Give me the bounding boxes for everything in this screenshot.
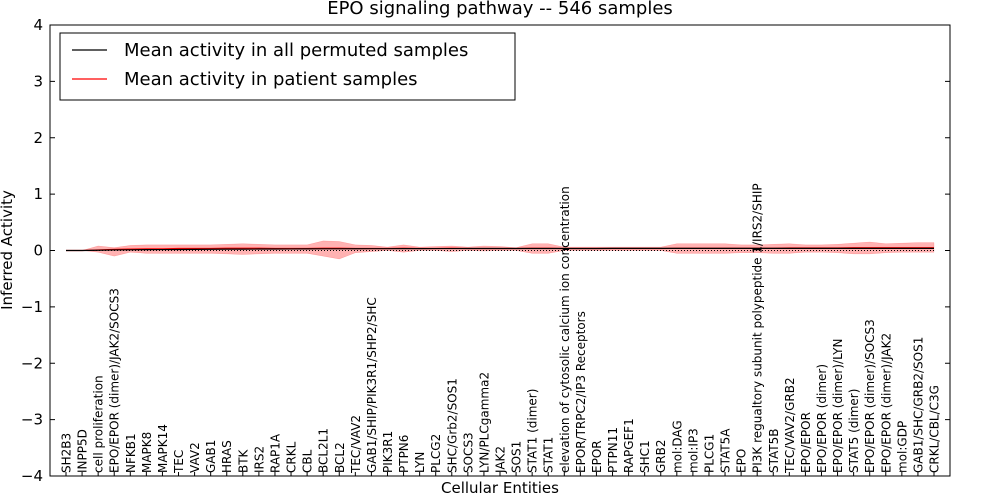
x-category-label: SHC1 [638, 440, 652, 473]
x-category-label: PTPN11 [606, 427, 620, 473]
x-category-label: PLCG2 [429, 434, 443, 473]
x-category-label: SH2B3 [60, 433, 74, 473]
x-category-label: mol:GDP [895, 421, 909, 473]
x-category-label: STAT5 (dimer) [847, 389, 861, 473]
y-tick-label: 3 [33, 72, 43, 90]
x-category-label: mol:IP3 [686, 428, 700, 473]
x-category-label: GAB1/SHC/GRB2/SOS1 [911, 337, 925, 473]
x-category-label: EPO/EPOR (dimer) [815, 364, 829, 473]
y-tick-label: −3 [21, 411, 43, 429]
x-category-label: JAK2 [494, 446, 508, 474]
x-category-label: SOCS3 [461, 432, 475, 473]
permuted-mean-line [66, 247, 934, 252]
x-category-label: STAT1 (dimer) [526, 389, 540, 473]
x-category-label: EPO/EPOR (dimer)/JAK2 [879, 333, 893, 473]
x-category-label: STAT1 [542, 437, 556, 473]
x-category-label: STAT5A [719, 428, 733, 473]
y-axis-ticks: −4 −3 −2 −1 0 1 2 3 4 [21, 16, 950, 485]
x-category-label: RAPGEF1 [622, 418, 636, 473]
x-category-label: CRKL [285, 441, 299, 473]
y-tick-label: −2 [21, 354, 43, 372]
y-axis-label: Inferred Activity [0, 190, 16, 310]
x-category-label: GRB2 [654, 439, 668, 473]
x-category-label: BCL2 [333, 442, 347, 473]
legend-label-patient: Mean activity in patient samples [124, 69, 418, 90]
x-category-label: MAPK14 [156, 424, 170, 473]
x-category-label: VAV2 [188, 442, 202, 473]
x-category-label: RAP1A [268, 433, 282, 473]
plot-area [66, 240, 935, 260]
x-category-label: EPO [735, 449, 749, 473]
x-category-label: PI3K regualtory subunit polypeptide 1/IR… [751, 183, 765, 473]
y-tick-label: 4 [33, 16, 43, 34]
x-category-label: PIK3R1 [381, 431, 395, 473]
x-category-label: IRS2 [252, 446, 266, 473]
x-category-label: LYN/PLCgamma2 [477, 372, 491, 473]
x-category-label: mol:DAG [670, 420, 684, 473]
x-category-label: EPO/EPOR (dimer)/LYN [831, 339, 845, 473]
x-category-label: PTPN6 [397, 435, 411, 473]
x-category-label: EPO/EPOR (dimer)/SOCS3 [863, 319, 877, 473]
y-tick-label: 0 [33, 242, 43, 260]
x-category-label: SOS1 [510, 441, 524, 473]
chart-title: EPO signaling pathway -- 546 samples [327, 0, 673, 19]
x-category-label: BCL2L1 [317, 428, 331, 473]
x-category-label: cell proliferation [92, 375, 106, 473]
x-category-label: EPO/EPOR [799, 412, 813, 473]
y-tick-label: −1 [21, 298, 43, 316]
legend-label-permuted: Mean activity in all permuted samples [124, 40, 468, 61]
x-category-label: BTK [236, 448, 250, 473]
x-category-label: TEC/VAV2/GRB2 [783, 377, 797, 474]
x-category-label: CRKL/CBL/C3G [928, 385, 942, 473]
x-category-label: TEC [172, 450, 186, 474]
y-tick-label: 2 [33, 129, 43, 147]
legend-box [59, 32, 516, 101]
x-category-label: LYN [413, 452, 427, 473]
x-category-label: EPOR [590, 440, 604, 473]
legend: Mean activity in all permuted samples Me… [59, 32, 516, 101]
x-category-label: STAT5B [767, 429, 781, 474]
x-axis-category-labels: SH2B3 INPP5D cell proliferation EPO/EPOR (d… [60, 183, 942, 476]
x-category-label: INPP5D [76, 429, 90, 473]
y-tick-label: 1 [33, 185, 43, 203]
x-category-label: GAB1/SHIP/PIK3R1/SHP2/SHC [365, 297, 379, 473]
x-category-label: EPO/EPOR (dimer)/JAK2/SOCS3 [108, 288, 122, 473]
plot-frame [49, 24, 951, 477]
y-tick-label: −4 [21, 467, 43, 485]
x-category-label: CBL [301, 449, 315, 473]
x-category-label: PLCG1 [702, 434, 716, 473]
x-category-label: HRAS [220, 440, 234, 473]
x-category-label: EPOR/TRPC2/IP3 Receptors [574, 311, 588, 473]
x-axis-label: Cellular Entities [441, 479, 559, 497]
x-category-label: GAB1 [204, 440, 218, 473]
x-category-label: TEC/VAV2 [349, 415, 363, 474]
x-category-label: MAPK8 [140, 432, 154, 473]
x-category-label: SHC/Grb2/SOS1 [445, 378, 459, 473]
x-category-label: elevation of cytosolic calcium ion conce… [558, 186, 572, 473]
x-category-label: NFKB1 [124, 433, 138, 473]
